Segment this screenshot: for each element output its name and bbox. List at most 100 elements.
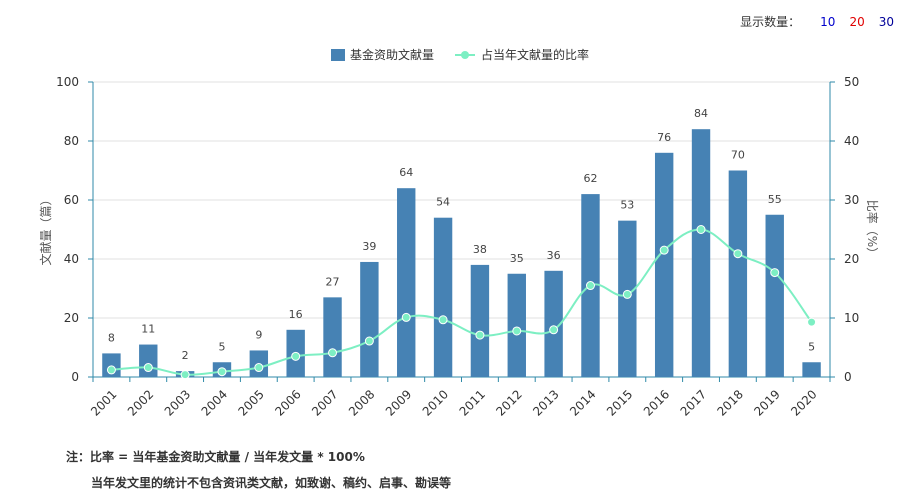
bar [544, 270, 563, 377]
ratio-point [180, 370, 190, 380]
y-right-tick-label: 40 [844, 134, 859, 148]
bar [102, 353, 121, 377]
note-line-1: 注：比率 = 当年基金资助文献量 / 当年发文量 * 100% [66, 450, 365, 464]
x-tick-label: 2011 [457, 387, 488, 418]
bar-value-label: 53 [620, 199, 634, 212]
x-tick-label: 2001 [88, 387, 119, 418]
bar-value-label: 35 [510, 252, 524, 265]
bar-value-label: 38 [473, 243, 487, 256]
ratio-point [106, 365, 116, 375]
display-count-option-20[interactable]: 20 [849, 14, 865, 29]
x-tick-label: 2008 [346, 387, 377, 418]
bar-value-label: 5 [218, 340, 225, 353]
y-right-tick-label: 50 [844, 75, 859, 89]
x-tick-label: 2015 [604, 387, 635, 418]
bar [360, 261, 379, 377]
ratio-point [807, 317, 817, 327]
notes: 注：比率 = 当年基金资助文献量 / 当年发文量 * 100% 当年发文里的统计… [66, 444, 451, 496]
x-tick-label: 2013 [530, 387, 561, 418]
x-tick-label: 2019 [751, 387, 782, 418]
legend-bar-label: 基金资助文献量 [350, 47, 434, 62]
ratio-point [438, 315, 448, 325]
y-left-tick-label: 100 [56, 75, 79, 89]
bar [507, 273, 526, 377]
x-tick-label: 2012 [493, 387, 524, 418]
x-tick-label: 2016 [641, 387, 672, 418]
bar [397, 188, 416, 377]
y-left-tick-label: 60 [64, 193, 79, 207]
ratio-point [401, 312, 411, 322]
x-tick-label: 2004 [199, 387, 230, 418]
note-line-2: 当年发文里的统计不包含资讯类文献，如致谢、稿约、启事、勘误等 [91, 476, 452, 490]
x-tick-label: 2017 [678, 387, 709, 418]
ratio-point [549, 325, 559, 335]
ratio-point [143, 363, 153, 373]
y-right-tick-label: 0 [844, 370, 852, 384]
display-count-label: 显示数量： [740, 15, 801, 29]
legend-line-label: 占当年文献量的比率 [481, 47, 589, 62]
display-count-option-10[interactable]: 10 [820, 14, 836, 29]
bar-value-label: 54 [436, 196, 450, 209]
bar-value-label: 36 [547, 249, 561, 262]
ratio-point [659, 245, 669, 255]
bar-value-label: 62 [583, 172, 597, 185]
legend-bar-swatch [331, 49, 345, 61]
bar-value-label: 16 [289, 308, 303, 321]
x-tick-label: 2006 [272, 387, 303, 418]
bar-value-label: 27 [326, 275, 340, 288]
bar-value-label: 8 [108, 331, 115, 344]
bar [323, 297, 342, 377]
y-right-tick-label: 20 [844, 252, 859, 266]
display-count-selector: 显示数量： 10 20 30 [740, 13, 894, 30]
y-left-tick-label: 40 [64, 252, 79, 266]
ratio-point [733, 249, 743, 259]
ratio-point [291, 351, 301, 361]
ratio-point [254, 363, 264, 373]
y-right-axis-title: 比率（%） [865, 200, 880, 259]
bar-value-label: 9 [255, 328, 262, 341]
bar-value-label: 39 [362, 240, 376, 253]
bar [691, 129, 711, 377]
x-tick-label: 2010 [420, 387, 451, 418]
ratio-point [585, 281, 595, 291]
y-left-tick-label: 80 [64, 134, 79, 148]
bar-value-label: 76 [657, 131, 671, 144]
bar [470, 264, 490, 377]
x-tick-label: 2014 [567, 387, 598, 418]
bar-value-label: 5 [808, 340, 815, 353]
display-count-option-30[interactable]: 30 [878, 14, 894, 29]
ratio-point [622, 289, 632, 299]
bar [433, 217, 453, 377]
bar [802, 362, 821, 377]
ratio-point [770, 268, 780, 278]
ratio-point [512, 326, 522, 336]
y-left-tick-label: 0 [71, 370, 79, 384]
legend-line-marker [461, 51, 469, 59]
bar [139, 344, 158, 377]
y-left-axis-title: 文献量（篇） [38, 193, 53, 265]
x-tick-label: 2002 [125, 387, 156, 418]
combo-chart: 0 20 40 60 80 100 0 10 20 30 40 50 文献量（篇） 比率（%） 8 11 2 5 9… [38, 47, 880, 419]
ratio-point [696, 225, 706, 234]
bar-value-label: 2 [182, 349, 189, 362]
ratio-point [217, 367, 227, 377]
x-tick-label: 2020 [788, 387, 819, 418]
ratio-point [328, 348, 338, 358]
bar [765, 214, 784, 377]
bar-value-label: 64 [399, 166, 413, 179]
x-tick-label: 2009 [383, 387, 414, 418]
bar-value-label: 55 [768, 193, 782, 206]
bar [728, 170, 748, 377]
ratio-point [475, 330, 485, 340]
x-tick-label: 2003 [162, 387, 193, 418]
bar [654, 152, 674, 377]
y-right-tick-label: 10 [844, 311, 859, 325]
bar-value-label: 70 [731, 149, 745, 162]
y-right-tick-label: 30 [844, 193, 859, 207]
y-left-tick-label: 20 [64, 311, 79, 325]
x-tick-label: 2018 [714, 387, 745, 418]
bar-value-label: 84 [694, 107, 708, 120]
x-tick-label: 2007 [309, 387, 340, 418]
bar-value-label: 11 [141, 323, 155, 336]
ratio-point [364, 336, 374, 346]
